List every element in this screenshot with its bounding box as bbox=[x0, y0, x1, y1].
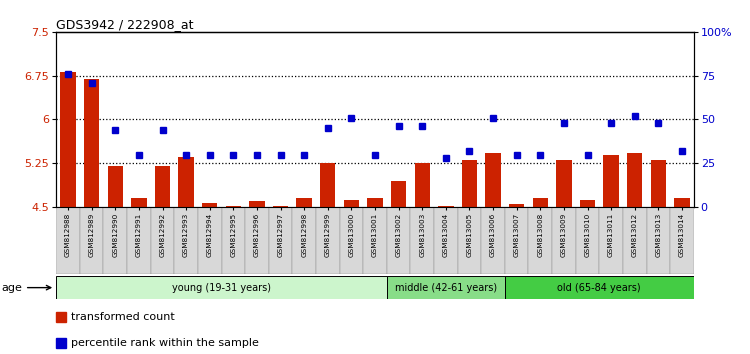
Bar bbox=[674, 198, 689, 207]
Text: age: age bbox=[2, 282, 51, 293]
Text: GSM813011: GSM813011 bbox=[608, 212, 614, 257]
Text: GSM812992: GSM812992 bbox=[160, 212, 166, 257]
Bar bbox=[415, 163, 430, 207]
Bar bbox=[368, 198, 382, 207]
Bar bbox=[320, 163, 335, 207]
Bar bbox=[296, 198, 312, 207]
Bar bbox=[292, 207, 316, 274]
Text: middle (42-61 years): middle (42-61 years) bbox=[394, 282, 497, 293]
Bar bbox=[61, 72, 76, 207]
Bar bbox=[226, 206, 241, 207]
Bar bbox=[627, 153, 643, 207]
Text: GSM813005: GSM813005 bbox=[466, 212, 472, 257]
Text: GSM812998: GSM812998 bbox=[302, 212, 307, 257]
Text: GSM813006: GSM813006 bbox=[490, 212, 496, 257]
Text: GSM813009: GSM813009 bbox=[561, 212, 567, 257]
Bar bbox=[505, 207, 529, 274]
Text: transformed count: transformed count bbox=[70, 312, 175, 322]
Bar bbox=[268, 207, 292, 274]
Bar bbox=[127, 207, 151, 274]
Text: GSM813007: GSM813007 bbox=[514, 212, 520, 257]
Bar bbox=[178, 158, 194, 207]
Bar bbox=[391, 181, 406, 207]
Text: GSM813014: GSM813014 bbox=[679, 212, 685, 257]
Bar bbox=[80, 207, 104, 274]
Bar bbox=[387, 276, 505, 299]
Text: old (65-84 years): old (65-84 years) bbox=[557, 282, 641, 293]
Text: GSM812996: GSM812996 bbox=[254, 212, 260, 257]
Text: GSM812990: GSM812990 bbox=[112, 212, 118, 257]
Bar bbox=[482, 207, 505, 274]
Bar bbox=[623, 207, 646, 274]
Bar bbox=[651, 160, 666, 207]
Text: GSM813013: GSM813013 bbox=[656, 212, 662, 257]
Bar bbox=[340, 207, 363, 274]
Bar bbox=[202, 203, 217, 207]
Bar bbox=[556, 160, 572, 207]
Text: GSM812994: GSM812994 bbox=[207, 212, 213, 257]
Bar bbox=[198, 207, 221, 274]
Bar bbox=[646, 207, 670, 274]
Text: young (19-31 years): young (19-31 years) bbox=[172, 282, 271, 293]
Bar bbox=[532, 198, 548, 207]
Bar bbox=[576, 207, 599, 274]
Text: GSM813012: GSM813012 bbox=[632, 212, 638, 257]
Bar bbox=[56, 207, 80, 274]
Bar bbox=[249, 201, 265, 207]
Text: GSM813000: GSM813000 bbox=[349, 212, 355, 257]
Text: GSM812989: GSM812989 bbox=[88, 212, 94, 257]
Bar bbox=[273, 206, 288, 207]
Bar bbox=[505, 276, 694, 299]
Bar bbox=[509, 204, 524, 207]
Bar bbox=[580, 200, 596, 207]
Text: GSM812995: GSM812995 bbox=[230, 212, 236, 257]
Bar bbox=[485, 153, 501, 207]
Text: GSM812991: GSM812991 bbox=[136, 212, 142, 257]
Bar bbox=[604, 154, 619, 207]
Bar bbox=[56, 276, 387, 299]
Text: GSM813001: GSM813001 bbox=[372, 212, 378, 257]
Bar bbox=[387, 207, 410, 274]
Text: percentile rank within the sample: percentile rank within the sample bbox=[70, 338, 259, 348]
Bar bbox=[552, 207, 576, 274]
Bar bbox=[131, 198, 146, 207]
Bar bbox=[462, 160, 477, 207]
Bar bbox=[670, 207, 694, 274]
Bar bbox=[344, 200, 359, 207]
Text: GSM812999: GSM812999 bbox=[325, 212, 331, 257]
Bar bbox=[104, 207, 127, 274]
Bar bbox=[84, 79, 99, 207]
Bar bbox=[438, 206, 454, 207]
Bar bbox=[316, 207, 340, 274]
Bar bbox=[151, 207, 174, 274]
Bar bbox=[221, 207, 245, 274]
Text: GSM813004: GSM813004 bbox=[442, 212, 448, 257]
Text: GSM812988: GSM812988 bbox=[65, 212, 71, 257]
Bar bbox=[410, 207, 434, 274]
Text: GDS3942 / 222908_at: GDS3942 / 222908_at bbox=[56, 18, 194, 31]
Text: GSM812993: GSM812993 bbox=[183, 212, 189, 257]
Bar bbox=[529, 207, 552, 274]
Bar bbox=[245, 207, 268, 274]
Text: GSM813008: GSM813008 bbox=[537, 212, 543, 257]
Text: GSM813010: GSM813010 bbox=[584, 212, 590, 257]
Bar bbox=[107, 166, 123, 207]
Text: GSM813002: GSM813002 bbox=[395, 212, 401, 257]
Text: GSM813003: GSM813003 bbox=[419, 212, 425, 257]
Text: GSM812997: GSM812997 bbox=[278, 212, 284, 257]
Bar bbox=[599, 207, 623, 274]
Bar bbox=[434, 207, 457, 274]
Bar bbox=[363, 207, 387, 274]
Bar bbox=[174, 207, 198, 274]
Bar bbox=[154, 166, 170, 207]
Bar bbox=[458, 207, 482, 274]
